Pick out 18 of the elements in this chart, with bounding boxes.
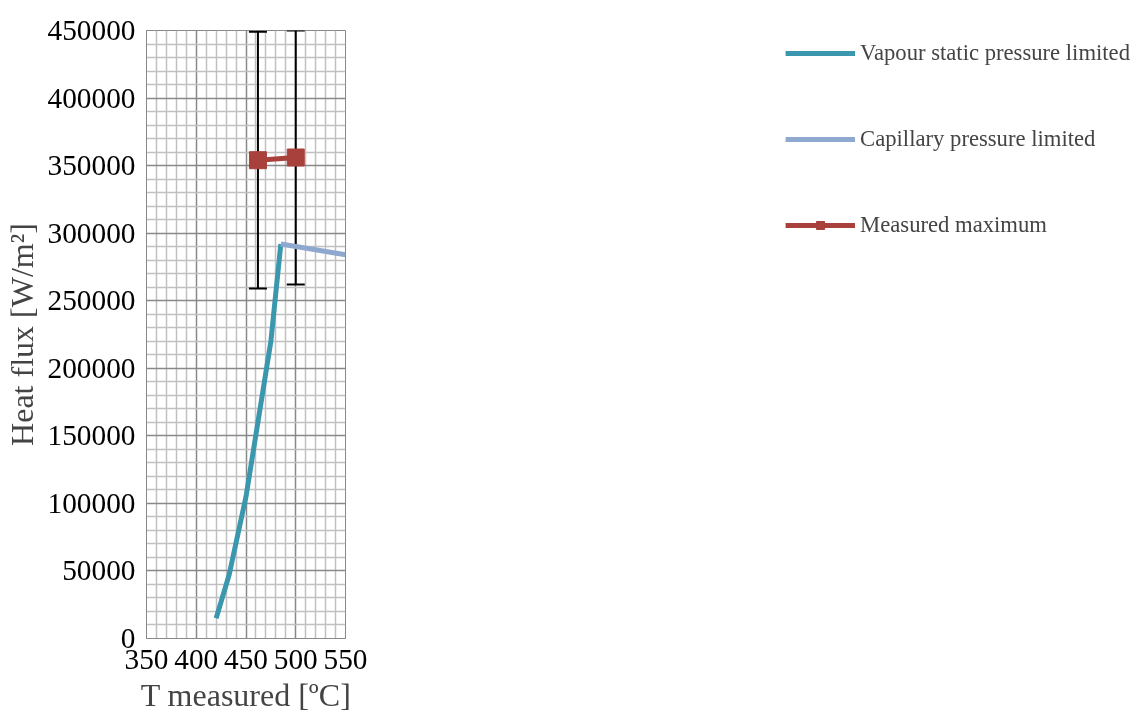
y-tick-label: 400000 xyxy=(47,81,136,114)
x-tick-label: 450 xyxy=(224,642,268,675)
y-tick-label: 50000 xyxy=(62,554,136,587)
x-axis-title: T measured [ºC] xyxy=(140,676,351,713)
y-tick-label: 450000 xyxy=(47,14,136,46)
y-axis-title: Heat flux [W/m²] xyxy=(3,223,40,446)
y-tick-label: 150000 xyxy=(47,419,136,452)
y-tick-label: 100000 xyxy=(47,486,136,519)
y-tick-label: 300000 xyxy=(47,216,136,249)
legend-label: Measured maximum xyxy=(860,212,1047,238)
x-tick-label: 550 xyxy=(323,642,368,675)
x-tick-label: 400 xyxy=(174,642,219,675)
legend-label: Vapour static pressure limited xyxy=(860,40,1130,66)
x-tick-label: 500 xyxy=(273,642,318,675)
y-tick-label: 250000 xyxy=(47,284,136,317)
legend-label: Capillary pressure limited xyxy=(860,126,1096,152)
y-tick-label: 350000 xyxy=(47,149,136,182)
y-tick-label: 200000 xyxy=(47,351,136,384)
